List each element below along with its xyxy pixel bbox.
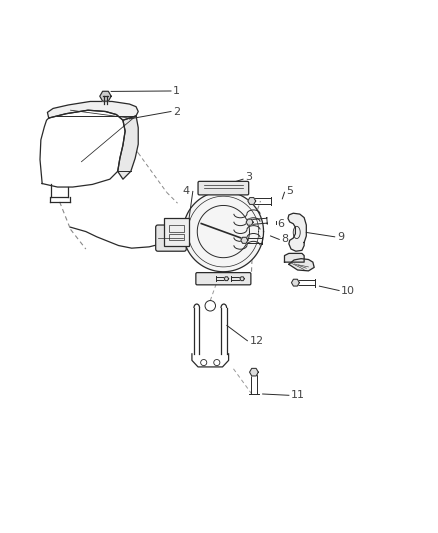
Polygon shape	[224, 277, 229, 280]
Polygon shape	[240, 277, 244, 280]
Text: 11: 11	[291, 390, 305, 400]
Polygon shape	[288, 213, 306, 251]
Text: 12: 12	[250, 336, 264, 346]
Polygon shape	[40, 110, 125, 187]
Polygon shape	[289, 259, 314, 271]
Text: 9: 9	[337, 232, 344, 242]
Polygon shape	[250, 368, 258, 376]
Bar	[169, 234, 184, 240]
Text: 4: 4	[182, 187, 189, 196]
Text: 6: 6	[278, 219, 285, 229]
Polygon shape	[183, 191, 264, 272]
Polygon shape	[246, 219, 253, 225]
FancyBboxPatch shape	[155, 225, 186, 251]
Text: 3: 3	[245, 172, 252, 182]
Polygon shape	[100, 91, 111, 101]
FancyBboxPatch shape	[198, 181, 249, 195]
Polygon shape	[291, 279, 299, 286]
Polygon shape	[285, 253, 304, 262]
Polygon shape	[118, 116, 138, 179]
Text: 5: 5	[287, 186, 293, 196]
Text: 8: 8	[281, 235, 288, 245]
FancyBboxPatch shape	[163, 217, 189, 246]
Bar	[169, 225, 184, 231]
Text: 1: 1	[173, 86, 180, 96]
FancyBboxPatch shape	[196, 272, 251, 285]
Text: 10: 10	[341, 286, 355, 295]
Polygon shape	[47, 101, 138, 120]
Polygon shape	[248, 198, 256, 205]
Polygon shape	[241, 237, 248, 244]
Text: 2: 2	[173, 107, 180, 117]
